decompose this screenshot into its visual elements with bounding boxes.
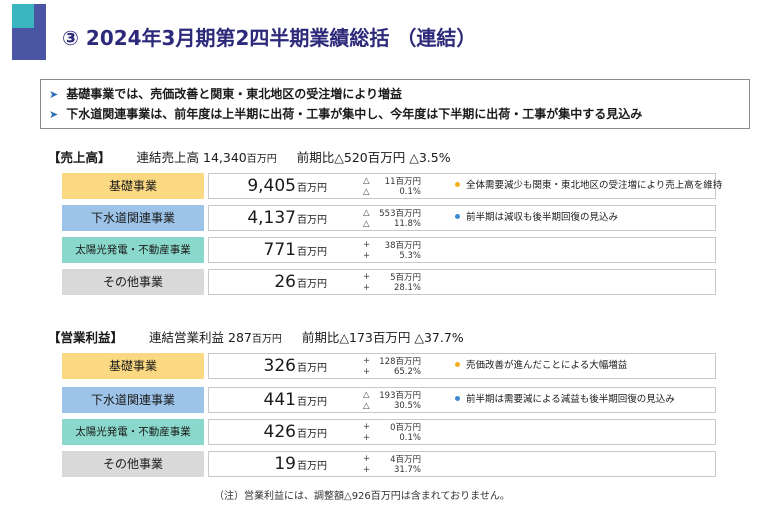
yoy-amount: 38百万円 — [384, 241, 421, 251]
table-row: その他事業 26百万円 + + 5百万円 28.1% — [62, 269, 716, 295]
value-cell: 771百万円 + + 38百万円 5.3% — [208, 237, 716, 263]
title-logo-block-teal — [12, 4, 34, 28]
yoy-percent: 28.1% — [393, 283, 421, 293]
segment-note: 売価改善が進んだことによる大幅増益 — [466, 360, 628, 371]
table-row: 太陽光発電・不動産事業 771百万円 + + 38百万円 5.3% — [62, 237, 716, 263]
arrow-bullet-icon: ➤ — [49, 88, 59, 101]
arrow-bullet-icon: ➤ — [49, 108, 59, 121]
segment-label: 基礎事業 — [62, 173, 204, 199]
segment-label: 太陽光発電・不動産事業 — [62, 419, 204, 445]
segment-note: 前半期は需要減による減益も後半期回復の見込み — [466, 394, 675, 405]
page-title: ③ 2024年3月期第2四半期業績総括 （連結） — [62, 26, 477, 50]
yoy-percent: 0.1% — [399, 433, 421, 443]
bullet-dot-icon — [455, 182, 460, 187]
yoy-percent: 30.5% — [393, 401, 421, 411]
yoy-amount: 553百万円 — [379, 209, 421, 219]
yoy-amount: 11百万円 — [384, 177, 421, 187]
yoy-percent: 0.1% — [399, 187, 421, 197]
yoy-amount: 128百万円 — [379, 357, 421, 367]
sales-section-header: 【売上高】 連結売上高 14,340百万円 前期比△520百万円 △3.5% — [48, 150, 451, 165]
value-cell: 426百万円 + + 0百万円 0.1% — [208, 419, 716, 445]
yoy-percent: 31.7% — [393, 465, 421, 475]
bullet-dot-icon — [455, 362, 460, 367]
table-row: その他事業 19百万円 + + 4百万円 31.7% — [62, 451, 716, 477]
bullet-dot-icon — [455, 214, 460, 219]
value-cell: 26百万円 + + 5百万円 28.1% — [208, 269, 716, 295]
yoy-percent: 11.8% — [393, 219, 421, 229]
yoy-amount: 5百万円 — [390, 273, 421, 283]
segment-label: 基礎事業 — [62, 353, 204, 379]
value-cell: 9,405百万円 △ △ 11百万円 0.1% 全体需要減少も関東・東北地区の受注… — [208, 173, 722, 199]
value-cell: 19百万円 + + 4百万円 31.7% — [208, 451, 716, 477]
segment-value: 441 — [263, 390, 296, 410]
segment-note: 前半期は減収も後半期回復の見込み — [466, 212, 619, 223]
yoy-percent: 5.3% — [399, 251, 421, 261]
segment-note: 全体需要減少も関東・東北地区の受注増により売上高を維持 — [466, 180, 723, 191]
footnote: （注）営業利益には、調整額△926百万円は含まれておりません。 — [214, 491, 510, 502]
value-cell: 4,137百万円 △ △ 553百万円 11.8% 前半期は減収も後半期回復の見込… — [208, 205, 716, 231]
table-row: 太陽光発電・不動産事業 426百万円 + + 0百万円 0.1% — [62, 419, 716, 445]
segment-value: 771 — [263, 240, 296, 260]
value-cell: 441百万円 △ △ 193百万円 30.5% 前半期は需要減による減益も後半期回… — [208, 387, 716, 413]
value-cell: 326百万円 + + 128百万円 65.2% 売価改善が進んだことによる大幅増益 — [208, 353, 716, 379]
segment-label: 下水道関連事業 — [62, 205, 204, 231]
table-row: 基礎事業 326百万円 + + 128百万円 65.2% 売価改善が進んだことによ… — [62, 353, 716, 379]
segment-label: 下水道関連事業 — [62, 387, 204, 413]
segment-value: 4,137 — [247, 208, 296, 228]
yoy-percent: 65.2% — [393, 367, 421, 377]
profit-section-header: 【営業利益】 連結営業利益 287百万円 前期比△173百万円 △37.7% — [48, 330, 464, 345]
summary-line: ➤ 下水道関連事業は、前年度は上半期に出荷・工事が集中し、今年度は下半期に出荷・工… — [49, 107, 643, 121]
table-row: 下水道関連事業 4,137百万円 △ △ 553百万円 11.8% 前半期は減収も… — [62, 205, 716, 231]
table-row: 基礎事業 9,405百万円 △ △ 11百万円 0.1% 全体需要減少も関東・東北… — [62, 173, 722, 199]
yoy-amount: 193百万円 — [379, 391, 421, 401]
yoy-amount: 0百万円 — [390, 423, 421, 433]
segment-label: 太陽光発電・不動産事業 — [62, 237, 204, 263]
segment-label: その他事業 — [62, 451, 204, 477]
segment-value: 19 — [274, 454, 296, 474]
segment-value: 426 — [263, 422, 296, 442]
summary-box: ➤ 基礎事業では、売価改善と関東・東北地区の受注増により増益 ➤ 下水道関連事業は、… — [40, 79, 750, 129]
segment-label: その他事業 — [62, 269, 204, 295]
yoy-amount: 4百万円 — [390, 455, 421, 465]
segment-value: 26 — [274, 272, 296, 292]
table-row: 下水道関連事業 441百万円 △ △ 193百万円 30.5% 前半期は需要減によ… — [62, 387, 716, 413]
bullet-dot-icon — [455, 396, 460, 401]
segment-value: 326 — [263, 356, 296, 376]
segment-value: 9,405 — [247, 176, 296, 196]
summary-line: ➤ 基礎事業では、売価改善と関東・東北地区の受注増により増益 — [49, 87, 402, 101]
